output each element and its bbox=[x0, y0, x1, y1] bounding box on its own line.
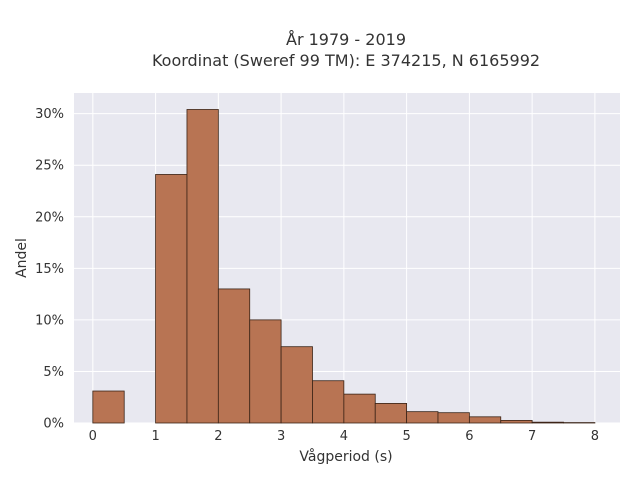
histogram-bar-6 bbox=[280, 346, 313, 424]
y-tick-label-5: 25% bbox=[35, 159, 64, 174]
x-tick-label-4: 4 bbox=[340, 429, 348, 444]
y-tick-label-0: 0% bbox=[43, 417, 64, 432]
histogram-bar-2 bbox=[155, 174, 188, 424]
bars bbox=[92, 109, 596, 424]
histogram-bar-10 bbox=[406, 411, 439, 424]
x-axis-label: Vågperiod (s) bbox=[299, 448, 392, 465]
histogram-bar-7 bbox=[312, 380, 345, 424]
y-axis-ticks: 0% 5% 10% 15% 20% 25% 30% bbox=[35, 107, 64, 431]
histogram-bar-3 bbox=[186, 109, 219, 424]
histogram-bar-14 bbox=[531, 421, 564, 424]
y-tick-label-4: 20% bbox=[35, 210, 64, 225]
chart-title: År 1979 - 2019 bbox=[286, 30, 406, 49]
y-tick-label-1: 5% bbox=[43, 365, 64, 380]
x-tick-label-8: 8 bbox=[591, 429, 599, 444]
x-tick-label-1: 1 bbox=[151, 429, 159, 444]
histogram-bar-12 bbox=[468, 416, 502, 424]
chart-subtitle: Koordinat (Sweref 99 TM): E 374215, N 61… bbox=[152, 51, 540, 70]
histogram-bar-4 bbox=[217, 288, 251, 424]
y-tick-label-3: 15% bbox=[35, 262, 64, 277]
histogram-bar-9 bbox=[374, 403, 408, 424]
histogram-bar-0 bbox=[92, 390, 125, 424]
x-tick-label-2: 2 bbox=[214, 429, 222, 444]
histogram-bar-5 bbox=[249, 319, 282, 424]
histogram-bar-13 bbox=[500, 420, 533, 424]
y-axis-label: Andel bbox=[14, 238, 30, 278]
y-tick-label-6: 30% bbox=[35, 107, 64, 122]
x-tick-label-6: 6 bbox=[465, 429, 473, 444]
x-tick-label-3: 3 bbox=[277, 429, 285, 444]
x-axis-ticks: 0 1 2 3 4 5 6 7 8 bbox=[89, 429, 599, 444]
y-tick-label-2: 10% bbox=[35, 313, 64, 328]
histogram-bar-11 bbox=[437, 412, 470, 424]
x-tick-label-7: 7 bbox=[528, 429, 536, 444]
x-tick-label-0: 0 bbox=[89, 429, 97, 444]
histogram-bar-8 bbox=[343, 393, 376, 424]
x-tick-label-5: 5 bbox=[402, 429, 410, 444]
